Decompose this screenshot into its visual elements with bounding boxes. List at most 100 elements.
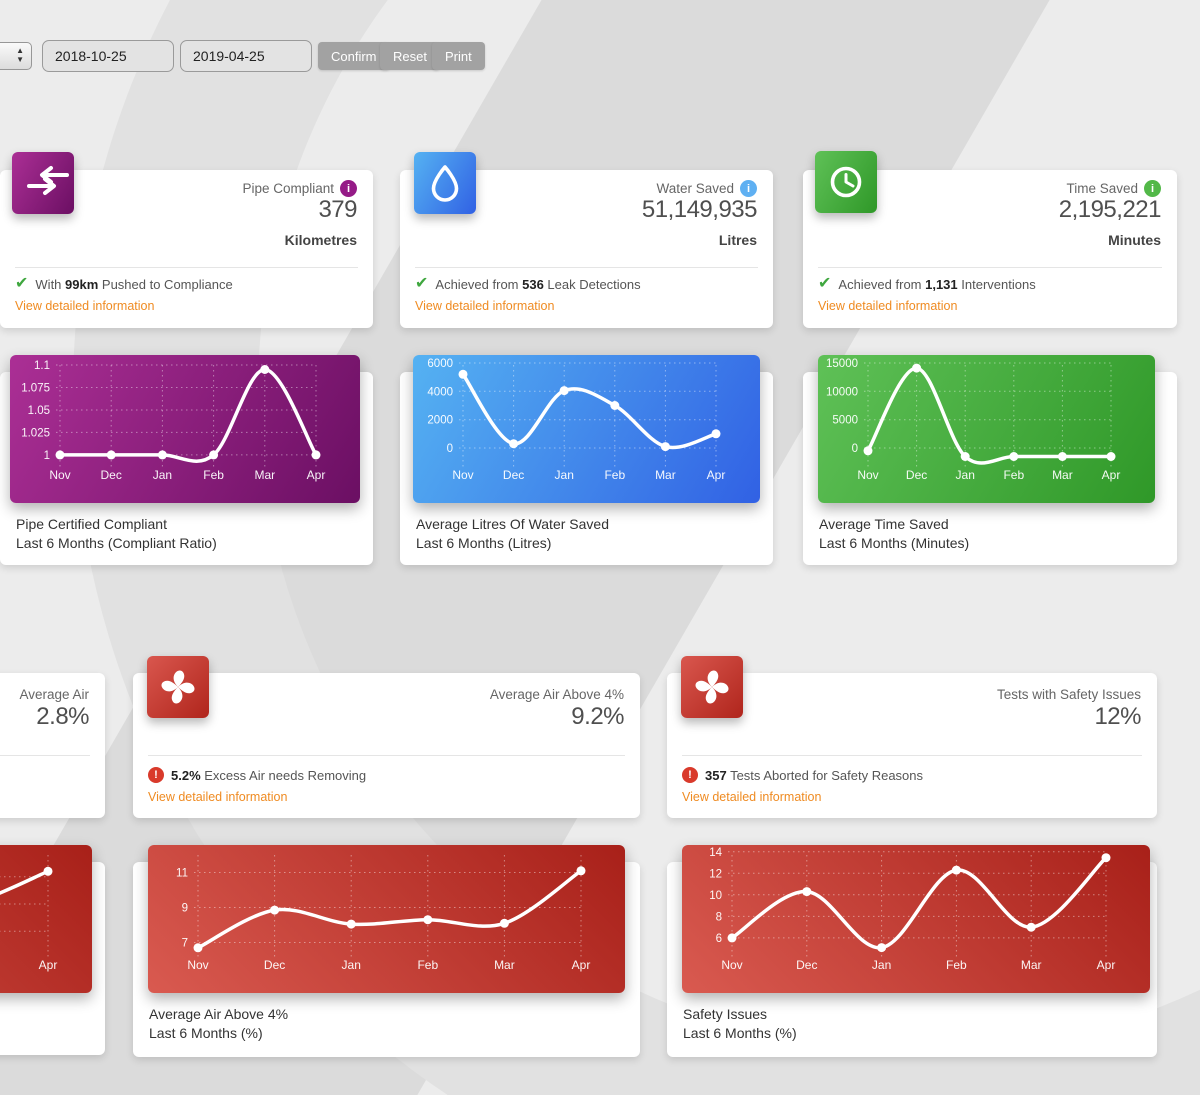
kpi-value: 51,149,935 xyxy=(641,196,758,223)
check-icon: ✔ xyxy=(818,275,832,292)
pipe-swap-icon xyxy=(12,152,74,214)
line-chart-pipe-compliant: 1 1.025 1.05 1.075 1.1 Nov Dec Jan Feb Mar Apr xyxy=(10,355,360,503)
svg-text:Jan: Jan xyxy=(342,958,361,972)
divider xyxy=(0,755,90,756)
svg-text:Nov: Nov xyxy=(452,468,473,482)
view-details-link[interactable]: View detailed information xyxy=(415,299,555,313)
svg-text:15000: 15000 xyxy=(826,358,858,370)
date-to-input[interactable] xyxy=(180,40,312,72)
svg-text:Jan: Jan xyxy=(555,468,574,482)
svg-text:1.1: 1.1 xyxy=(34,360,50,372)
svg-text:1.05: 1.05 xyxy=(28,405,50,417)
view-details-link[interactable]: View detailed information xyxy=(682,790,822,804)
svg-text:Dec: Dec xyxy=(503,468,524,482)
kpi-value: 9.2% xyxy=(571,703,624,730)
kpi-card-air-above-4: Average Air Above 4% 9.2% ! 5.2% Excess … xyxy=(133,673,640,818)
svg-text:Jan: Jan xyxy=(153,468,172,482)
chart-title: Average Time Saved xyxy=(819,516,949,532)
chart-subtitle: Last 6 Months (Compliant Ratio) xyxy=(16,535,217,551)
svg-text:Nov: Nov xyxy=(49,468,70,482)
svg-text:Jan: Jan xyxy=(956,468,975,482)
svg-text:Dec: Dec xyxy=(264,958,285,972)
check-icon: ✔ xyxy=(415,275,429,292)
svg-text:Mar: Mar xyxy=(655,468,676,482)
svg-text:Mar: Mar xyxy=(494,958,515,972)
kpi-unit: Litres xyxy=(718,232,757,248)
line-chart-time-saved: 0 5000 10000 15000 Nov Dec Jan Feb Mar Apr xyxy=(818,355,1155,503)
view-details-link[interactable]: View detailed information xyxy=(15,299,155,313)
svg-text:14: 14 xyxy=(709,847,722,859)
svg-text:1: 1 xyxy=(44,450,50,462)
svg-text:Nov: Nov xyxy=(721,958,742,972)
alert-icon: ! xyxy=(148,767,164,783)
svg-text:Mar: Mar xyxy=(1052,468,1073,482)
svg-text:Nov: Nov xyxy=(187,958,208,972)
kpi-note: ✔ Achieved from 1,131 Interventions xyxy=(818,275,1036,292)
view-details-link[interactable]: View detailed information xyxy=(818,299,958,313)
info-icon[interactable]: i xyxy=(340,180,357,197)
chart-subtitle: Last 6 Months (%) xyxy=(683,1025,797,1041)
period-select[interactable]: ▲ ▼ xyxy=(0,42,32,70)
reset-button[interactable]: Reset xyxy=(380,42,440,70)
chart-title: Pipe Certified Compliant xyxy=(16,516,167,532)
svg-text:12: 12 xyxy=(709,868,722,880)
divider xyxy=(15,267,358,268)
kpi-value: 379 xyxy=(318,196,357,223)
date-from-input[interactable] xyxy=(42,40,174,72)
fan-icon xyxy=(147,656,209,718)
fan-icon xyxy=(681,656,743,718)
svg-text:6000: 6000 xyxy=(427,358,453,370)
svg-text:Mar: Mar xyxy=(254,468,275,482)
line-chart-air-above-4: 7 9 11 Nov Dec Jan Feb Mar Apr xyxy=(148,845,625,993)
water-drop-icon xyxy=(414,152,476,214)
kpi-title: Time Saved xyxy=(1066,181,1138,196)
clock-icon xyxy=(815,151,877,213)
select-spinner-icon: ▲ ▼ xyxy=(16,46,24,64)
svg-text:11: 11 xyxy=(176,868,188,880)
svg-text:Apr: Apr xyxy=(39,958,58,972)
confirm-button[interactable]: Confirm xyxy=(318,42,390,70)
alert-icon: ! xyxy=(682,767,698,783)
kpi-title: Tests with Safety Issues xyxy=(996,687,1141,702)
chart-subtitle: Last 6 Months (Litres) xyxy=(416,535,552,551)
svg-text:10000: 10000 xyxy=(826,386,858,398)
kpi-note: ✔ With 99km Pushed to Compliance xyxy=(15,275,233,292)
kpi-title: Average Air xyxy=(19,687,89,702)
kpi-title: Average Air Above 4% xyxy=(489,687,624,702)
chart-subtitle: Last 6 Months (Minutes) xyxy=(819,535,970,551)
svg-text:1.025: 1.025 xyxy=(21,427,50,439)
divider xyxy=(682,755,1142,756)
svg-text:Apr: Apr xyxy=(572,958,591,972)
svg-text:Feb: Feb xyxy=(604,468,625,482)
svg-text:Apr: Apr xyxy=(1102,468,1121,482)
divider xyxy=(818,267,1162,268)
svg-text:Nov: Nov xyxy=(857,468,878,482)
svg-text:0: 0 xyxy=(852,443,858,455)
svg-text:Apr: Apr xyxy=(307,468,326,482)
svg-text:Feb: Feb xyxy=(946,958,967,972)
svg-text:9: 9 xyxy=(182,903,188,915)
svg-text:7: 7 xyxy=(182,938,188,950)
svg-text:8: 8 xyxy=(716,911,722,923)
svg-text:4000: 4000 xyxy=(427,386,453,398)
info-icon[interactable]: i xyxy=(740,180,757,197)
kpi-card-average-air: Average Air 2.8% xyxy=(0,673,105,818)
print-button[interactable]: Print xyxy=(432,42,485,70)
svg-text:0: 0 xyxy=(447,443,453,455)
svg-text:Dec: Dec xyxy=(101,468,122,482)
kpi-note: ✔ Achieved from 536 Leak Detections xyxy=(415,275,641,292)
svg-text:Dec: Dec xyxy=(796,958,817,972)
divider xyxy=(415,267,758,268)
svg-text:1.075: 1.075 xyxy=(21,383,50,395)
svg-text:Feb: Feb xyxy=(417,958,438,972)
kpi-title: Water Saved xyxy=(656,181,734,196)
chart-title: Safety Issues xyxy=(683,1006,768,1022)
view-details-link[interactable]: View detailed information xyxy=(148,790,288,804)
svg-text:2000: 2000 xyxy=(427,415,453,427)
line-chart-safety-issues: 6 8 10 12 14 Nov Dec Jan Feb Mar Apr xyxy=(682,845,1150,993)
svg-text:Feb: Feb xyxy=(1003,468,1024,482)
kpi-card-pipe-compliant: Pipe Compliant i 379 Kilometres ✔ With 9… xyxy=(0,170,373,328)
svg-text:10: 10 xyxy=(709,890,722,902)
info-icon[interactable]: i xyxy=(1144,180,1161,197)
